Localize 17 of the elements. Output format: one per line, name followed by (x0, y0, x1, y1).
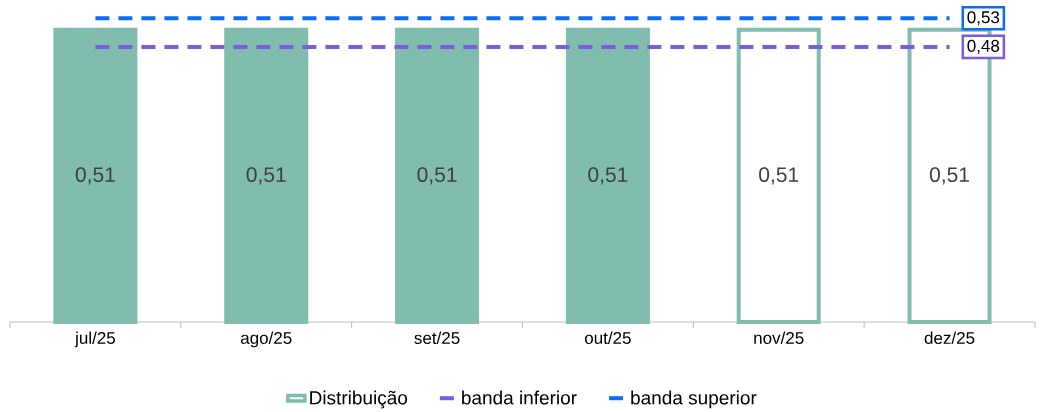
x-tick-label: ago/25 (240, 331, 292, 348)
data-label: 0,51 (75, 167, 115, 185)
data-label: 0,51 (417, 167, 457, 185)
legend-label: banda superior (631, 390, 757, 409)
x-tick-label: nov/25 (754, 331, 804, 345)
x-tick-label: dez/25 (924, 331, 975, 345)
data-label: 0,51 (759, 167, 799, 185)
x-tick-label: set/25 (414, 331, 460, 345)
legend-label: banda inferior (462, 390, 577, 405)
legend-label: Distribuição (310, 390, 408, 409)
x-tick-label: jul/25 (74, 331, 115, 348)
data-label: 0,51 (588, 167, 628, 185)
data-label: 0,51 (929, 167, 969, 185)
x-tick-label: out/25 (584, 331, 631, 345)
data-label: 0,53 (967, 11, 1000, 26)
data-label: 0,51 (246, 167, 286, 185)
data-label: 0,48 (967, 39, 1000, 54)
